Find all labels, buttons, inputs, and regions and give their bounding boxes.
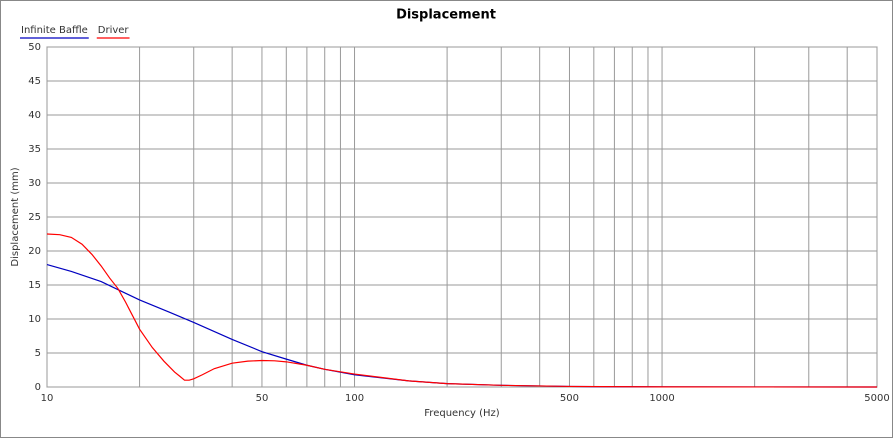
y-tick-label: 0 [35, 382, 41, 393]
x-tick-label: 5000 [864, 393, 889, 404]
y-tick-label: 25 [28, 212, 41, 223]
x-axis-label: Frequency (Hz) [424, 408, 500, 419]
series-line [46, 233, 878, 388]
y-tick-label: 30 [28, 178, 41, 189]
y-tick-label: 45 [28, 76, 41, 87]
x-tick-label: 1000 [649, 393, 674, 404]
y-tick-label: 40 [28, 110, 41, 121]
y-tick-label: 10 [28, 314, 41, 325]
x-tick-label: 500 [560, 393, 579, 404]
x-tick-label: 100 [345, 393, 364, 404]
x-tick-label: 50 [256, 393, 269, 404]
y-tick-label: 35 [28, 144, 41, 155]
y-axis-label: Displacement (mm) [10, 167, 21, 266]
chart-title: Displacement [396, 8, 496, 23]
y-tick-label: 15 [28, 280, 41, 291]
x-tick-label: 10 [41, 393, 54, 404]
legend-label: Driver [98, 25, 130, 36]
y-tick-label: 20 [28, 246, 41, 257]
legend-label: Infinite Baffle [21, 25, 88, 36]
y-tick-label: 5 [35, 348, 41, 359]
y-tick-label: 50 [28, 42, 41, 53]
